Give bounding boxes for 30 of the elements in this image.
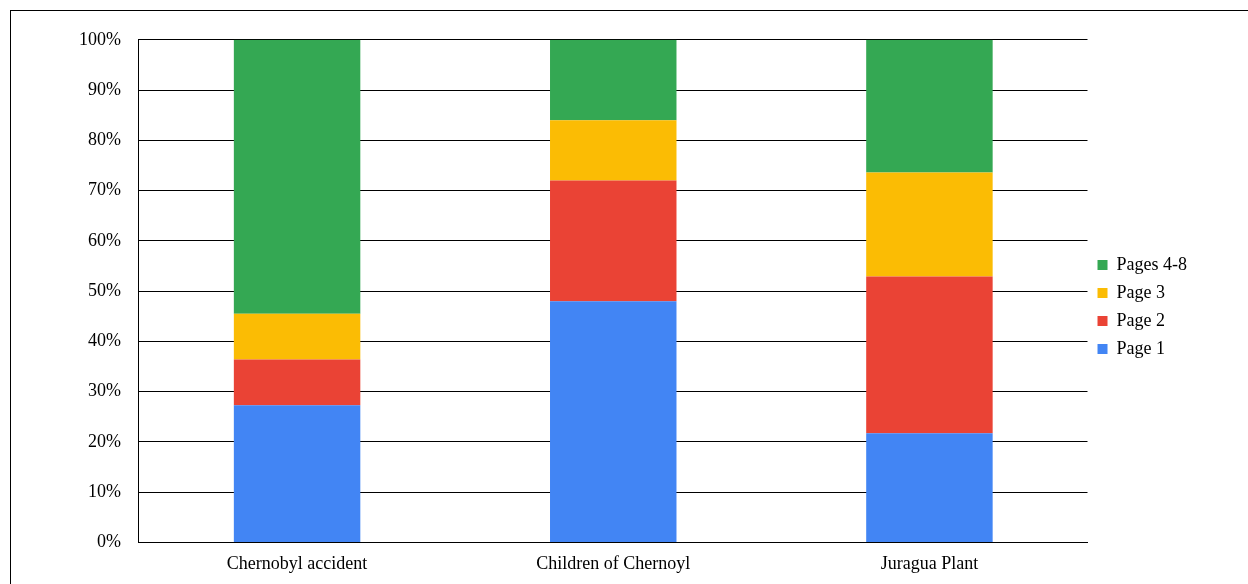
- x-tick-label: Juragua Plant: [880, 552, 979, 573]
- y-tick-label: 90%: [87, 78, 121, 99]
- bar: [550, 301, 677, 542]
- legend-label: Page 2: [1116, 309, 1166, 330]
- bar: [233, 359, 361, 406]
- legend-label: Page 3: [1116, 281, 1166, 302]
- bar: [233, 313, 361, 360]
- bar: [233, 405, 361, 542]
- bar: [233, 39, 361, 314]
- y-tick-label: 40%: [87, 330, 121, 351]
- x-tick-label: Chernobyl accident: [226, 552, 368, 573]
- y-tick-label: 60%: [87, 229, 121, 250]
- bar: [866, 39, 993, 173]
- y-tick-label: 20%: [87, 430, 121, 451]
- y-tick-label: 0%: [96, 531, 121, 552]
- bar: [550, 180, 677, 302]
- bar: [866, 276, 993, 434]
- y-tick-label: 30%: [87, 380, 121, 401]
- y-tick-label: 100%: [78, 28, 121, 49]
- x-tick-label: Children of Chernoyl: [536, 552, 691, 573]
- bar: [550, 120, 677, 181]
- legend-label: Page 1: [1116, 337, 1166, 358]
- bar: [866, 172, 993, 277]
- y-tick-label: 80%: [87, 129, 121, 150]
- y-tick-label: 50%: [87, 279, 121, 300]
- bar: [550, 39, 677, 121]
- y-tick-label: 70%: [87, 179, 121, 200]
- y-tick-label: 10%: [87, 480, 121, 501]
- legend-label: Pages 4-8: [1116, 253, 1188, 274]
- bar: [866, 433, 993, 542]
